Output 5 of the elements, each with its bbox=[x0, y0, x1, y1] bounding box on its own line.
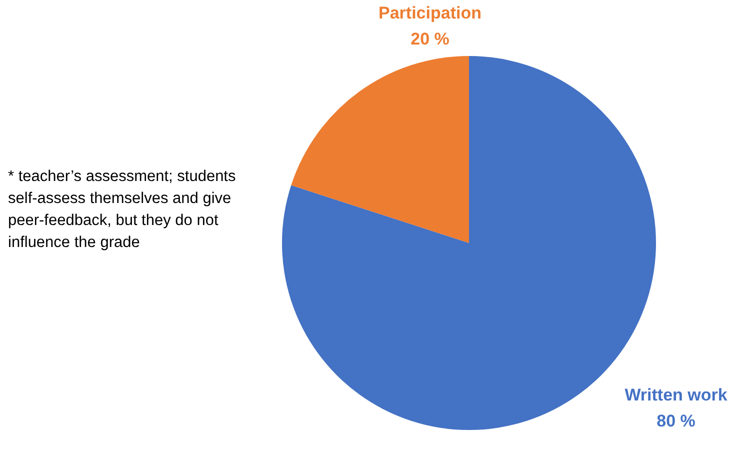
text: * teacher’s assessment; students self-assess themselves and give peer-feedback, but they do not influence the grade bbox=[8, 167, 237, 253]
slice-label: Participation bbox=[378, 4, 482, 23]
data-label: 20 % bbox=[410, 30, 450, 49]
slice-label: Written work bbox=[624, 386, 728, 405]
data-label: 80 % bbox=[656, 412, 696, 431]
